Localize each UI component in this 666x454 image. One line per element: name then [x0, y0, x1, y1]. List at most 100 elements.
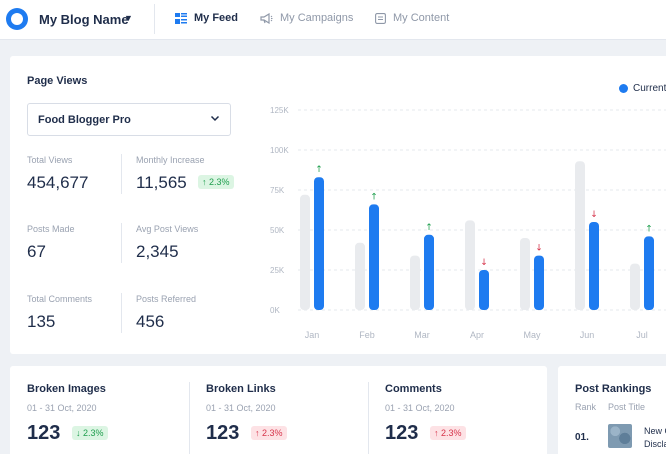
posts-made-label: Posts Made	[27, 224, 75, 234]
x-tick-label: Jul	[636, 330, 648, 340]
divider	[154, 4, 155, 34]
page-views-card: Page Views Food Blogger Pro Total Views …	[10, 56, 666, 354]
legend-current-dot	[619, 84, 628, 93]
ranking-row-rank: 01.	[575, 432, 589, 443]
x-tick-label: May	[523, 330, 541, 340]
nav-my-feed-label: My Feed	[194, 12, 239, 24]
ranking-row-title-line2[interactable]: Discla	[644, 439, 666, 449]
bar-previous	[300, 194, 310, 310]
comments-date: 01 - 31 Oct, 2020	[385, 403, 455, 413]
y-tick-label: 75K	[270, 186, 285, 195]
posts-referred-label: Posts Referred	[136, 294, 197, 304]
bar-current	[534, 255, 544, 310]
ranking-row-title-line1[interactable]: New C	[644, 426, 666, 436]
monthly-increase-change: 2.3%	[209, 177, 230, 187]
divider	[368, 382, 369, 454]
page-views-title: Page Views	[27, 75, 88, 87]
content-icon	[375, 12, 386, 24]
post-title-column-header: Post Title	[608, 402, 646, 412]
rank-column-header: Rank	[575, 402, 597, 412]
divider	[121, 154, 122, 194]
avg-post-views-label: Avg Post Views	[136, 224, 199, 234]
divider	[121, 223, 122, 263]
nav-my-feed[interactable]: My Feed	[175, 12, 238, 24]
post-rankings-title: Post Rankings	[575, 383, 652, 395]
y-tick-label: 100K	[270, 146, 289, 155]
bar-current	[369, 204, 379, 310]
monthly-increase-badge: ↑ 2.3%	[198, 175, 234, 189]
trend-down-icon: ↓	[590, 210, 598, 220]
total-views-value: 454,677	[27, 173, 89, 192]
monthly-increase-label: Monthly Increase	[136, 155, 205, 165]
broken-links-date: 01 - 31 Oct, 2020	[206, 403, 276, 413]
page-views-chart: 0K 25K 50K 75K 100K 125K ↑ Jan ↑ Feb ↑ Mar ↓ Apr ↓ May ↓…	[270, 106, 666, 340]
comments-title: Comments	[385, 383, 442, 395]
x-tick-label: Mar	[414, 330, 430, 340]
top-bar: My Blog Name ▼ My Feed My Campaigns My C…	[0, 0, 666, 40]
x-tick-label: Jan	[305, 330, 320, 340]
bar-current	[644, 236, 654, 310]
broken-images-value: 123	[27, 422, 61, 444]
megaphone-icon	[260, 12, 273, 24]
nav-my-content-label: My Content	[393, 12, 450, 24]
bar-current	[314, 177, 324, 310]
x-tick-label: Apr	[470, 330, 484, 340]
y-tick-label: 0K	[270, 306, 280, 315]
posts-referred-value: 456	[136, 312, 165, 331]
nav-my-campaigns-label: My Campaigns	[280, 12, 354, 24]
comments-value: 123	[385, 422, 419, 444]
bar-previous	[630, 263, 640, 310]
bar-previous	[410, 255, 420, 310]
trend-up-icon: ↑	[645, 224, 653, 234]
trend-up-icon: ↑	[425, 223, 433, 233]
arrow-down-icon: ↓	[76, 428, 81, 438]
blog-name-selector[interactable]: My Blog Name	[39, 12, 129, 27]
monthly-increase-value: 11,565	[136, 173, 187, 192]
arrow-up-icon: ↑	[202, 177, 207, 187]
logo-icon[interactable]	[6, 8, 28, 30]
arrow-up-icon: ↑	[434, 428, 439, 438]
post-rankings-card: Post Rankings Rank Post Title 01. New C …	[558, 366, 666, 454]
bar-previous	[465, 220, 475, 310]
broken-images-badge: ↓ 2.3%	[72, 426, 108, 440]
feed-icon	[175, 12, 187, 24]
x-tick-label: Jun	[580, 330, 595, 340]
total-comments-label: Total Comments	[27, 294, 93, 304]
divider	[121, 293, 122, 333]
bar-previous	[520, 238, 530, 310]
blog-select[interactable]: Food Blogger Pro	[27, 103, 231, 136]
comments-change: 2.3%	[441, 428, 462, 438]
issues-card: Broken Images 01 - 31 Oct, 2020 123 ↓ 2.…	[10, 366, 547, 454]
broken-images-title: Broken Images	[27, 383, 106, 395]
comments-badge: ↑ 2.3%	[430, 426, 466, 440]
bar-current	[589, 222, 599, 310]
chevron-down-icon	[210, 115, 220, 122]
chart-legend: Current	[619, 83, 666, 94]
nav-my-content[interactable]: My Content	[375, 12, 449, 24]
total-views-label: Total Views	[27, 155, 73, 165]
bar-current	[479, 270, 489, 310]
bar-previous	[575, 161, 585, 310]
trend-up-icon: ↑	[370, 192, 378, 202]
bar-current	[424, 234, 434, 310]
post-thumbnail[interactable]	[608, 424, 632, 448]
y-tick-label: 125K	[270, 106, 289, 115]
y-tick-label: 50K	[270, 226, 285, 235]
trend-down-icon: ↓	[535, 244, 543, 254]
avg-post-views-value: 2,345	[136, 242, 179, 261]
nav-my-campaigns[interactable]: My Campaigns	[260, 12, 353, 24]
trend-down-icon: ↓	[480, 258, 488, 268]
caret-down-icon[interactable]: ▼	[124, 13, 133, 23]
broken-links-badge: ↑ 2.3%	[251, 426, 287, 440]
broken-images-date: 01 - 31 Oct, 2020	[27, 403, 97, 413]
blog-select-value: Food Blogger Pro	[38, 114, 131, 126]
broken-images-change: 2.3%	[83, 428, 104, 438]
broken-links-change: 2.3%	[262, 428, 283, 438]
y-tick-label: 25K	[270, 266, 285, 275]
divider	[189, 382, 190, 454]
bar-previous	[355, 242, 365, 310]
x-tick-label: Feb	[359, 330, 375, 340]
broken-links-value: 123	[206, 422, 240, 444]
broken-links-title: Broken Links	[206, 383, 276, 395]
legend-current-label: Current	[633, 83, 666, 94]
